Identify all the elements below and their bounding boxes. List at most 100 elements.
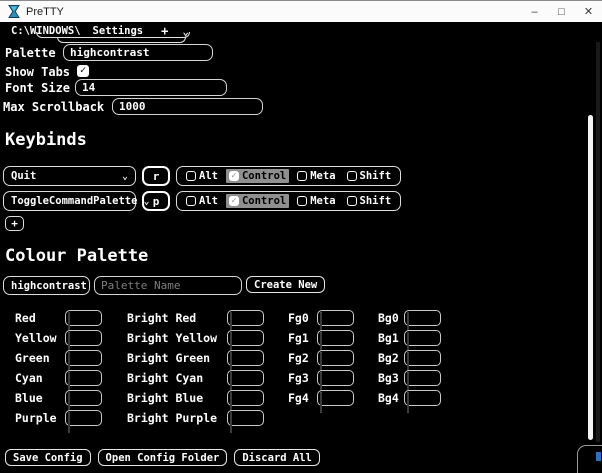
colour-swatch[interactable] bbox=[404, 390, 441, 413]
footer-actions: Save Config Open Config Folder Discard A… bbox=[5, 449, 320, 466]
swatch-label: Bright Purple bbox=[127, 411, 218, 425]
save-config-button[interactable]: Save Config bbox=[5, 449, 91, 466]
keybind-key-input[interactable]: p bbox=[142, 191, 170, 211]
swatch-fill bbox=[320, 312, 322, 333]
swatch-fill bbox=[230, 412, 232, 433]
modifier-label: Alt bbox=[199, 195, 218, 207]
modifier-meta[interactable]: Meta bbox=[294, 194, 338, 208]
checkbox-icon[interactable] bbox=[186, 196, 196, 206]
swatch-fill bbox=[320, 352, 322, 373]
keybind-action-select[interactable]: Quit ⌄ bbox=[3, 166, 136, 186]
add-keybind-button[interactable]: + bbox=[5, 216, 24, 231]
modifier-shift[interactable]: Shift bbox=[344, 169, 395, 183]
colour-swatch[interactable] bbox=[317, 350, 354, 373]
create-new-button[interactable]: Create New bbox=[246, 276, 326, 293]
minimize-button[interactable]: – bbox=[531, 5, 538, 18]
checkbox-icon[interactable]: ✓ bbox=[228, 171, 239, 181]
swatch-fill bbox=[320, 392, 322, 413]
new-tab-button[interactable]: + bbox=[161, 24, 169, 38]
colour-swatch[interactable] bbox=[227, 390, 264, 413]
checkbox-icon[interactable] bbox=[186, 171, 196, 181]
keybind-action-select[interactable]: ToggleCommandPalette ⌄ bbox=[3, 191, 149, 211]
swatch-fill bbox=[407, 332, 409, 353]
modifier-label: Shift bbox=[359, 195, 392, 207]
colour-swatch[interactable] bbox=[404, 330, 441, 353]
modifier-shift[interactable]: Shift bbox=[344, 194, 395, 208]
colour-swatch[interactable] bbox=[227, 410, 264, 433]
colour-swatch[interactable] bbox=[227, 350, 264, 373]
open-config-folder-button[interactable]: Open Config Folder bbox=[97, 449, 228, 466]
modifier-control[interactable]: ✓ Control bbox=[225, 194, 290, 208]
modifier-label: Meta bbox=[310, 170, 336, 182]
tab-settings[interactable]: Settings bbox=[92, 25, 144, 37]
modifier-label: Shift bbox=[359, 170, 392, 182]
swatch-label: Bg3 bbox=[378, 371, 399, 385]
modifier-control[interactable]: ✓ Control bbox=[225, 169, 290, 183]
swatch-row: Cyan bbox=[15, 368, 102, 393]
checkbox-icon[interactable] bbox=[297, 171, 308, 181]
swatch-label: Purple bbox=[15, 411, 57, 425]
checkbox-icon[interactable] bbox=[346, 196, 357, 206]
modifier-label: Control bbox=[241, 170, 287, 182]
discard-all-button[interactable]: Discard All bbox=[234, 449, 320, 466]
close-button[interactable]: ✕ bbox=[583, 6, 594, 18]
colour-swatch[interactable] bbox=[317, 370, 354, 393]
maximize-button[interactable]: □ bbox=[558, 5, 565, 18]
swatch-label: Bright Yellow bbox=[127, 331, 218, 345]
keybind-key-input[interactable]: r bbox=[142, 166, 170, 186]
show-tabs-checkbox[interactable]: ✓ bbox=[77, 65, 89, 77]
swatch-label: Bright Cyan bbox=[127, 371, 204, 385]
modifier-alt[interactable]: Alt bbox=[183, 169, 221, 183]
font-size-input[interactable] bbox=[75, 79, 227, 96]
swatch-row: Red bbox=[15, 308, 102, 333]
swatch-row: Bright Blue bbox=[127, 388, 264, 413]
palette-input[interactable] bbox=[63, 44, 213, 61]
colour-swatch[interactable] bbox=[404, 350, 441, 373]
swatch-row: Bg3 bbox=[378, 368, 441, 393]
palette-name-input[interactable] bbox=[94, 276, 242, 295]
active-tab-underline-inner bbox=[57, 37, 186, 43]
swatch-label: Bright Green bbox=[127, 351, 211, 365]
swatch-row: Fg4 bbox=[288, 388, 354, 413]
check-icon: ✓ bbox=[79, 65, 87, 76]
colour-palette-heading: Colour Palette bbox=[5, 246, 149, 266]
colour-swatch[interactable] bbox=[227, 310, 264, 333]
modifier-meta[interactable]: Meta bbox=[294, 169, 338, 183]
colour-swatch[interactable] bbox=[317, 390, 354, 413]
colour-swatch[interactable] bbox=[227, 330, 264, 353]
swatch-column-normal: Red Yellow Green Cyan Blue Purple bbox=[15, 308, 102, 433]
swatch-label: Blue bbox=[15, 391, 43, 405]
checkbox-icon[interactable]: ✓ bbox=[228, 196, 239, 206]
max-scrollback-input[interactable] bbox=[112, 98, 263, 115]
swatch-row: Bg4 bbox=[378, 388, 441, 413]
swatch-fill bbox=[68, 352, 70, 373]
colour-swatch[interactable] bbox=[65, 410, 102, 433]
colour-swatch[interactable] bbox=[227, 370, 264, 393]
colour-swatch[interactable] bbox=[404, 310, 441, 333]
colour-swatch[interactable] bbox=[404, 370, 441, 393]
tab-menu-chevron-down-icon[interactable]: ⌄ bbox=[182, 24, 189, 38]
swatch-fill bbox=[407, 372, 409, 393]
scrollbar-thumb[interactable] bbox=[588, 115, 593, 440]
select-value: Quit bbox=[11, 170, 37, 182]
colour-swatch[interactable] bbox=[65, 330, 102, 353]
modifier-alt[interactable]: Alt bbox=[183, 194, 221, 208]
colour-swatch[interactable] bbox=[65, 310, 102, 333]
checkbox-icon[interactable] bbox=[297, 196, 308, 206]
palette-select[interactable]: highcontrast ⌄ bbox=[3, 276, 99, 295]
modifier-label: Control bbox=[241, 195, 287, 207]
swatch-row: Bg2 bbox=[378, 348, 441, 373]
colour-swatch[interactable] bbox=[65, 350, 102, 373]
scrollbar-track[interactable] bbox=[596, 42, 600, 442]
tab-cwd[interactable]: C:\WINDOWS\ bbox=[11, 25, 81, 37]
colour-swatch[interactable] bbox=[317, 310, 354, 333]
colour-swatch[interactable] bbox=[65, 390, 102, 413]
swatch-label: Bg2 bbox=[378, 351, 399, 365]
swatch-column-bright: Bright Red Bright Yellow Bright Green Br… bbox=[127, 308, 264, 433]
swatch-row: Purple bbox=[15, 408, 102, 433]
checkbox-icon[interactable] bbox=[346, 171, 357, 181]
colour-swatch[interactable] bbox=[317, 330, 354, 353]
swatch-fill bbox=[320, 332, 322, 353]
colour-swatch[interactable] bbox=[65, 370, 102, 393]
